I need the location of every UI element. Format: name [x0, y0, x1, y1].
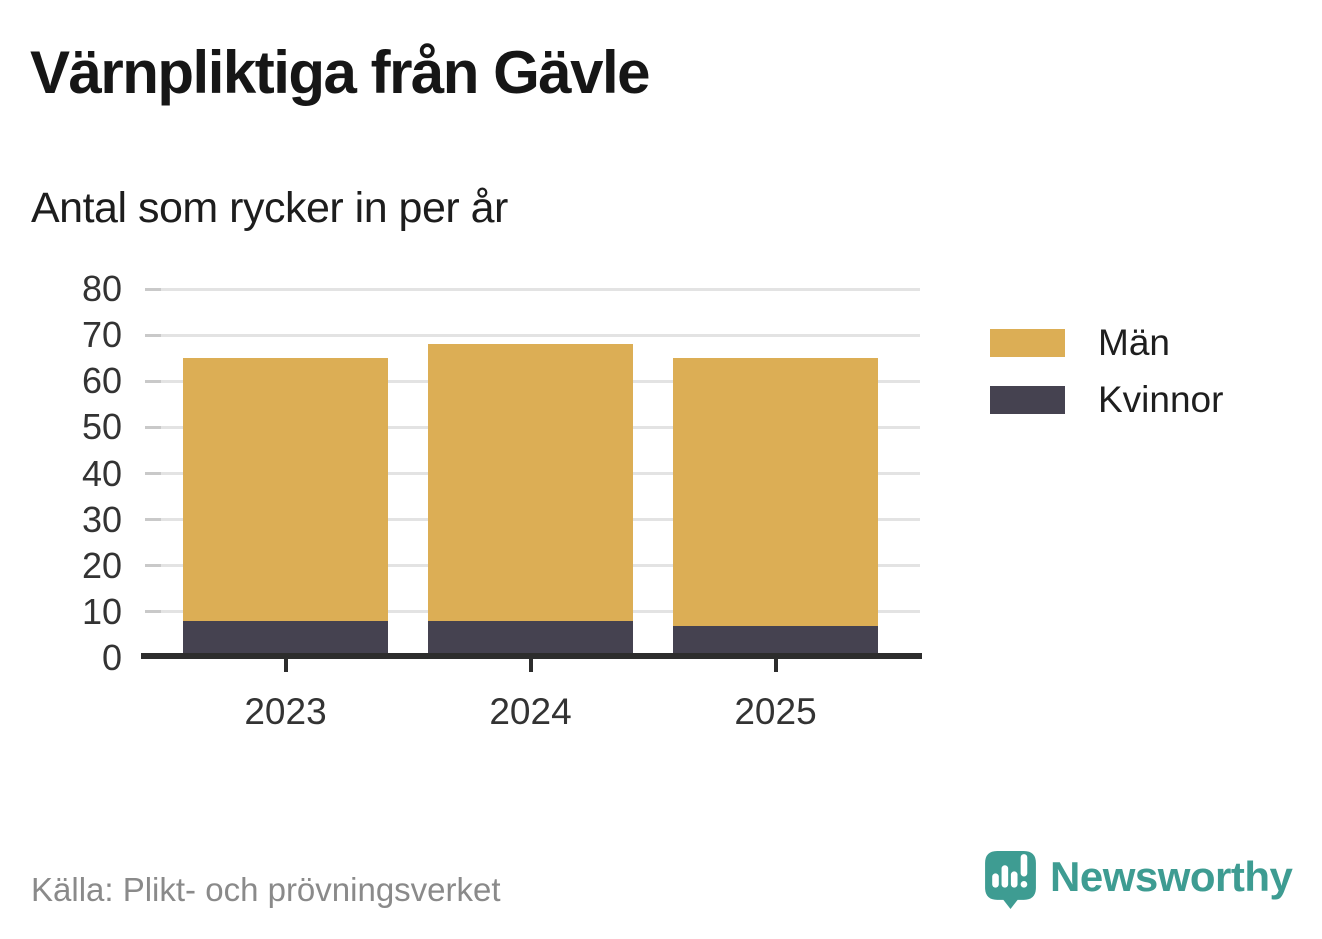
- gridline-y80: [145, 287, 920, 291]
- x-axis-label-2023: 2023: [244, 691, 327, 732]
- y-axis-tick-label: 50: [81, 406, 122, 448]
- y-tick-mark: [145, 333, 161, 337]
- y-tick-mark: [145, 379, 161, 383]
- y-axis-tick-label: 80: [81, 268, 122, 309]
- x-axis-label-2025: 2025: [734, 691, 817, 732]
- legend: Män Kvinnor: [990, 322, 1223, 443]
- y-axis-tick-label: 30: [81, 498, 122, 540]
- legend-label-kvinnor: Kvinnor: [1098, 379, 1224, 420]
- y-axis-tick-label: 20: [81, 544, 122, 586]
- y-axis-tick-label: 0: [101, 637, 122, 678]
- bar-segment-kvinnor-2023: [183, 621, 388, 658]
- legend-swatch-män: [990, 329, 1065, 357]
- y-axis-tick-label: 70: [81, 314, 122, 356]
- plot-area: [145, 287, 920, 658]
- legend-swatch-kvinnor: [990, 386, 1065, 414]
- x-axis-label-2024: 2024: [489, 691, 572, 732]
- y-tick-mark: [145, 472, 161, 475]
- newsworthy-wordmark: Newsworthy: [1050, 852, 1293, 900]
- y-tick-mark: [145, 287, 161, 291]
- bar-segment-kvinnor-2025: [673, 625, 878, 658]
- bar-segment-män-2024: [428, 344, 633, 622]
- y-tick-mark: [145, 518, 161, 522]
- chart-subtitle: Antal som rycker in per år: [31, 184, 508, 232]
- y-axis-tick-label: 40: [81, 452, 122, 494]
- legend-item-män: Män: [990, 322, 1223, 363]
- legend-label-män: Män: [1098, 322, 1170, 363]
- y-tick-mark: [145, 610, 161, 614]
- bar-segment-män-2023: [183, 358, 388, 622]
- page-title: Värnpliktiga från Gävle: [30, 39, 651, 106]
- newsworthy-logo: Newsworthy: [983, 849, 1293, 910]
- y-tick-mark: [145, 425, 161, 429]
- bar-segment-kvinnor-2024: [428, 621, 633, 658]
- newsworthy-logo-icon: [985, 851, 1036, 909]
- x-tick-mark: [528, 659, 533, 672]
- y-tick-mark: [145, 564, 161, 568]
- legend-item-kvinnor: Kvinnor: [990, 379, 1223, 420]
- gridline-y70: [145, 333, 920, 337]
- bar-segment-män-2025: [673, 358, 878, 626]
- y-axis-tick-label: 10: [81, 590, 122, 632]
- x-axis-line: [141, 653, 922, 659]
- x-tick-mark: [773, 659, 778, 672]
- source-text: Källa: Plikt- och prövningsverket: [31, 871, 501, 908]
- y-axis-tick-label: 60: [81, 360, 122, 402]
- x-tick-mark: [283, 659, 288, 672]
